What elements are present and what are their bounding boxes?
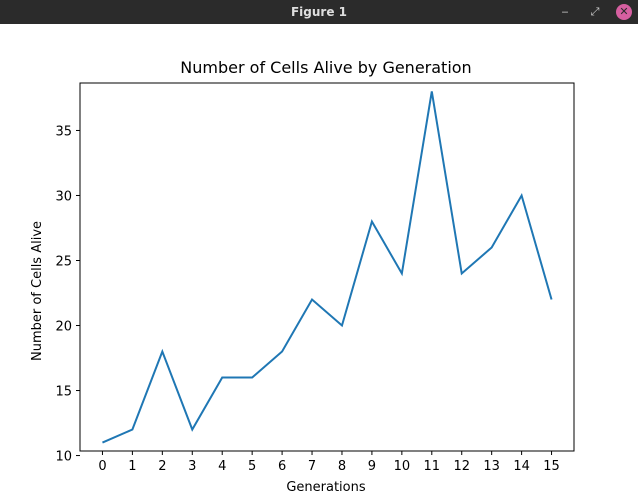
y-tick-label: 30	[55, 189, 72, 204]
figure-canvas: 0 1 2 3 4 5 6 7 8 9 10 11 12 13 14 15 10 15 20 25 30 35 Numbe…	[0, 24, 638, 501]
y-tick-label: 20	[55, 320, 72, 335]
minimize-icon[interactable]: ‒	[561, 5, 569, 18]
x-tick-label: 8	[338, 459, 346, 474]
x-tick-label: 5	[248, 459, 256, 474]
y-tick-label: 35	[55, 124, 72, 139]
x-tick-label: 7	[308, 459, 316, 474]
series-line	[102, 91, 553, 444]
x-tick-label: 4	[218, 459, 226, 474]
x-tick-label: 14	[513, 459, 530, 474]
x-tick-label: 10	[394, 459, 411, 474]
chart-title: Number of Cells Alive by Generation	[180, 58, 471, 77]
x-tick-label: 1	[128, 459, 136, 474]
window-title: Figure 1	[290, 5, 348, 19]
x-axis-label: Generations	[286, 480, 366, 495]
x-tick-label: 2	[158, 459, 166, 474]
x-tick-label: 12	[453, 459, 470, 474]
x-tick-label: 6	[278, 459, 286, 474]
maximize-icon[interactable]: ⤢	[590, 5, 600, 18]
x-tick-label: 11	[424, 459, 441, 474]
x-tick-label: 15	[543, 459, 560, 474]
x-tick-label: 13	[483, 459, 500, 474]
title-bar: Figure 1 ‒ ⤢ ✕	[0, 0, 638, 24]
y-tick-label: 25	[55, 254, 72, 269]
x-tick-label: 0	[98, 459, 106, 474]
x-tick-label: 3	[188, 459, 196, 474]
close-icon[interactable]: ✕	[616, 4, 632, 20]
plot-frame	[79, 82, 575, 452]
y-tick-label: 10	[55, 450, 72, 465]
y-tick-label: 15	[55, 385, 72, 400]
x-tick-label: 9	[368, 459, 376, 474]
y-axis-label: Number of Cells Alive	[30, 221, 45, 361]
